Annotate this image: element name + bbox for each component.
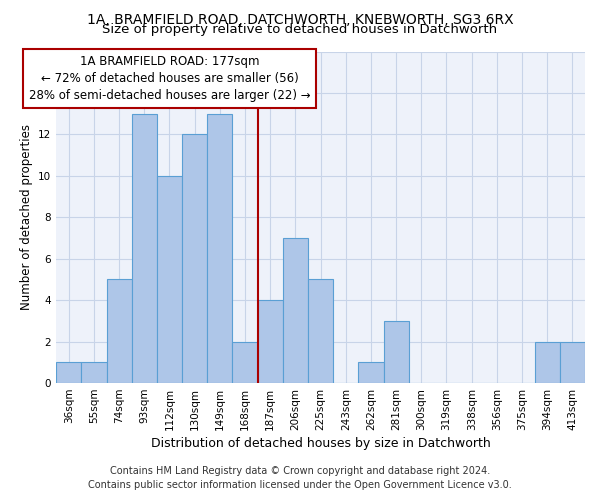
Bar bbox=[383, 321, 409, 383]
Bar bbox=[308, 280, 333, 383]
Bar bbox=[207, 114, 232, 383]
Bar bbox=[535, 342, 560, 383]
Bar bbox=[182, 134, 207, 383]
Bar bbox=[358, 362, 383, 383]
Bar bbox=[107, 280, 132, 383]
Bar bbox=[157, 176, 182, 383]
Bar bbox=[257, 300, 283, 383]
Bar bbox=[82, 362, 107, 383]
Text: Size of property relative to detached houses in Datchworth: Size of property relative to detached ho… bbox=[103, 22, 497, 36]
Bar bbox=[560, 342, 585, 383]
Text: Contains HM Land Registry data © Crown copyright and database right 2024.
Contai: Contains HM Land Registry data © Crown c… bbox=[88, 466, 512, 490]
Bar bbox=[132, 114, 157, 383]
Text: 1A, BRAMFIELD ROAD, DATCHWORTH, KNEBWORTH, SG3 6RX: 1A, BRAMFIELD ROAD, DATCHWORTH, KNEBWORT… bbox=[86, 12, 514, 26]
Bar bbox=[56, 362, 82, 383]
X-axis label: Distribution of detached houses by size in Datchworth: Distribution of detached houses by size … bbox=[151, 437, 490, 450]
Bar bbox=[232, 342, 257, 383]
Bar bbox=[283, 238, 308, 383]
Y-axis label: Number of detached properties: Number of detached properties bbox=[20, 124, 32, 310]
Text: 1A BRAMFIELD ROAD: 177sqm
← 72% of detached houses are smaller (56)
28% of semi-: 1A BRAMFIELD ROAD: 177sqm ← 72% of detac… bbox=[29, 54, 310, 102]
